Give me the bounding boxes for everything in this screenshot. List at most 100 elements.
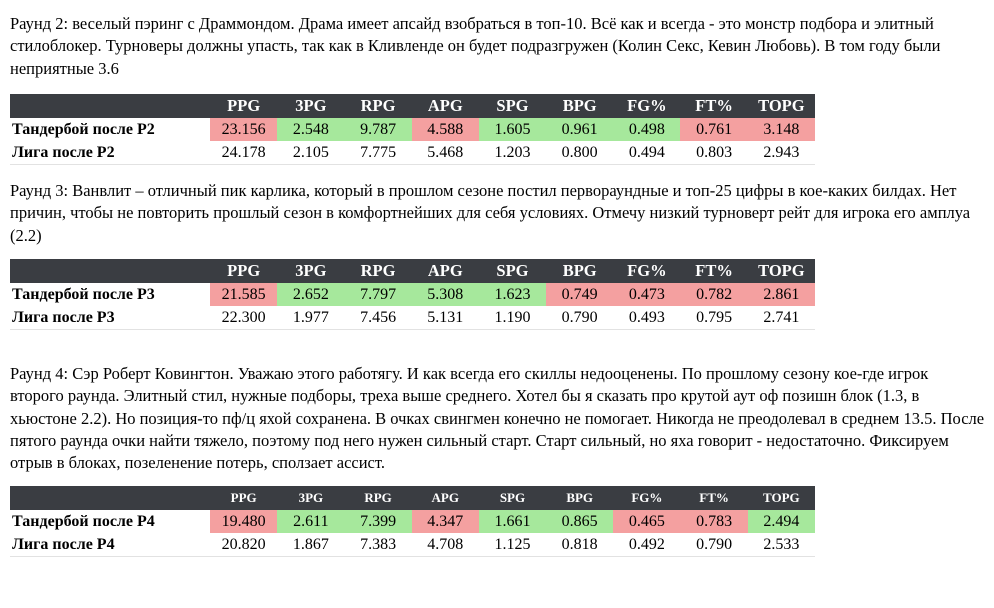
column-header-ft-pct: FT% bbox=[680, 94, 748, 118]
column-header-rpg: RPG bbox=[344, 486, 412, 510]
stat-cell: 1.125 bbox=[478, 533, 547, 557]
stat-cell: 1.977 bbox=[277, 306, 345, 330]
stat-cell: 7.456 bbox=[344, 306, 412, 330]
stat-cell: 0.795 bbox=[680, 306, 748, 330]
stat-cell: 2.548 bbox=[277, 118, 345, 141]
column-header-topg: TOPG bbox=[747, 486, 815, 510]
stat-cell: 2.494 bbox=[747, 510, 815, 533]
column-header-bpg: BPG bbox=[546, 94, 614, 118]
stat-cell: 5.131 bbox=[411, 306, 479, 330]
column-header-bpg: BPG bbox=[546, 486, 614, 510]
stat-cell: 0.473 bbox=[613, 283, 681, 306]
stat-cell: 2.533 bbox=[747, 533, 815, 557]
row-label: Тандербой после Р2 bbox=[12, 121, 155, 138]
stat-cell: 2.943 bbox=[747, 141, 815, 165]
stat-cell: 0.492 bbox=[613, 533, 681, 557]
column-header-3pg: 3PG bbox=[277, 94, 345, 118]
stat-cell: 0.783 bbox=[680, 510, 748, 533]
column-header-fg-pct: FG% bbox=[613, 486, 681, 510]
player-row: Тандербой после Р2 23.156 2.548 9.787 4.588 1… bbox=[10, 118, 815, 141]
stat-cell: 2.105 bbox=[277, 141, 345, 165]
stat-cell: 0.465 bbox=[613, 510, 681, 533]
stat-cell: 1.661 bbox=[478, 510, 547, 533]
header-corner bbox=[10, 259, 211, 283]
player-row: Тандербой после Р3 21.585 2.652 7.797 5.308 1… bbox=[10, 283, 815, 306]
row-label: Тандербой после Р3 bbox=[12, 286, 155, 303]
column-header-fg-pct: FG% bbox=[613, 94, 681, 118]
stat-cell: 0.803 bbox=[680, 141, 748, 165]
stat-cell: 2.611 bbox=[277, 510, 345, 533]
stat-cell: 7.775 bbox=[344, 141, 412, 165]
stat-cell: 0.494 bbox=[613, 141, 681, 165]
stat-cell: 4.708 bbox=[411, 533, 479, 557]
league-row: Лига после Р2 24.178 2.105 7.775 5.468 1.203 0… bbox=[10, 141, 815, 165]
stat-cell: 0.800 bbox=[546, 141, 614, 165]
column-header-ft-pct: FT% bbox=[680, 486, 748, 510]
column-header-3pg: 3PG bbox=[277, 486, 345, 510]
column-header-topg: TOPG bbox=[747, 94, 815, 118]
stat-cell: 3.148 bbox=[747, 118, 815, 141]
header-corner bbox=[10, 94, 211, 118]
stat-cell: 19.480 bbox=[210, 510, 278, 533]
stat-cell: 24.178 bbox=[210, 141, 278, 165]
column-header-apg: APG bbox=[411, 486, 479, 510]
row-label: Лига после Р2 bbox=[10, 141, 211, 165]
stat-cell: 0.761 bbox=[680, 118, 748, 141]
column-header-ppg: PPG bbox=[210, 94, 278, 118]
column-header-ppg: PPG bbox=[210, 259, 278, 283]
column-header-3pg: 3PG bbox=[277, 259, 345, 283]
stat-cell: 0.790 bbox=[546, 306, 614, 330]
stat-cell: 0.749 bbox=[546, 283, 614, 306]
stat-cell: 1.190 bbox=[478, 306, 547, 330]
stat-cell: 2.861 bbox=[747, 283, 815, 306]
stat-cell: 4.588 bbox=[411, 118, 479, 141]
stat-cell: 1.203 bbox=[478, 141, 547, 165]
column-header-apg: APG bbox=[411, 259, 479, 283]
column-header-rpg: RPG bbox=[344, 259, 412, 283]
stat-cell: 7.383 bbox=[344, 533, 412, 557]
stat-cell: 5.308 bbox=[411, 283, 479, 306]
stat-cell: 0.493 bbox=[613, 306, 681, 330]
row-label: Лига после Р4 bbox=[10, 533, 211, 557]
stat-cell: 23.156 bbox=[210, 118, 278, 141]
stat-cell: 0.818 bbox=[546, 533, 614, 557]
header-corner bbox=[10, 486, 211, 510]
column-header-spg: SPG bbox=[478, 486, 547, 510]
column-header-apg: APG bbox=[411, 94, 479, 118]
table-header-row: PPG 3PG RPG APG SPG BPG FG% FT% TOPG bbox=[10, 486, 815, 510]
round-3-paragraph: Раунд 3: Ванвлит – отличный пик карлика,… bbox=[10, 181, 971, 245]
stat-cell: 0.498 bbox=[613, 118, 681, 141]
column-header-fg-pct: FG% bbox=[613, 259, 681, 283]
table-header-row: PPG 3PG RPG APG SPG BPG FG% FT% TOPG bbox=[10, 94, 815, 118]
stat-cell: 1.623 bbox=[478, 283, 547, 306]
round-4-paragraph: Раунд 4: Сэр Роберт Ковингтон. Уважаю эт… bbox=[10, 364, 985, 473]
stat-cell: 21.585 bbox=[210, 283, 278, 306]
column-header-topg: TOPG bbox=[747, 259, 815, 283]
stat-cell: 0.961 bbox=[546, 118, 614, 141]
table-header-row: PPG 3PG RPG APG SPG BPG FG% FT% TOPG bbox=[10, 259, 815, 283]
stat-cell: 7.399 bbox=[344, 510, 412, 533]
player-row: Тандербой после Р4 19.480 2.611 7.399 4.347 1… bbox=[10, 510, 815, 533]
stat-cell: 22.300 bbox=[210, 306, 278, 330]
league-row: Лига после Р4 20.820 1.867 7.383 4.708 1.125 0… bbox=[10, 533, 815, 557]
column-header-spg: SPG bbox=[478, 94, 547, 118]
stat-cell: 0.782 bbox=[680, 283, 748, 306]
column-header-ppg: PPG bbox=[210, 486, 278, 510]
stat-cell: 2.741 bbox=[747, 306, 815, 330]
stat-cell: 2.652 bbox=[277, 283, 345, 306]
stat-cell: 20.820 bbox=[210, 533, 278, 557]
round-2-stats-table: PPG 3PG RPG APG SPG BPG FG% FT% TOPG Тандербой п… bbox=[10, 94, 815, 165]
row-label: Лига после Р3 bbox=[10, 306, 211, 330]
column-header-ft-pct: FT% bbox=[680, 259, 748, 283]
stat-cell: 5.468 bbox=[411, 141, 479, 165]
stat-cell: 0.865 bbox=[546, 510, 614, 533]
league-row: Лига после Р3 22.300 1.977 7.456 5.131 1.190 0… bbox=[10, 306, 815, 330]
stat-cell: 0.790 bbox=[680, 533, 748, 557]
stat-cell: 7.797 bbox=[344, 283, 412, 306]
column-header-rpg: RPG bbox=[344, 94, 412, 118]
column-header-bpg: BPG bbox=[546, 259, 614, 283]
column-header-spg: SPG bbox=[478, 259, 547, 283]
stat-cell: 1.605 bbox=[478, 118, 547, 141]
round-4-stats-table: PPG 3PG RPG APG SPG BPG FG% FT% TOPG Тандербой п… bbox=[10, 486, 815, 557]
